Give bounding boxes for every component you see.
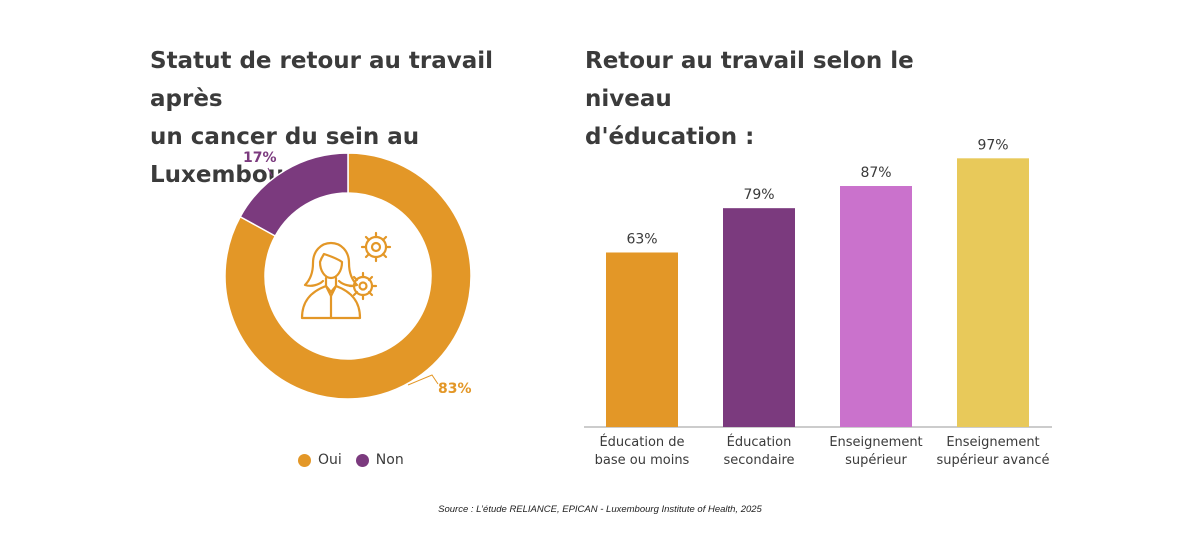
source-note: Source : L’étude RELIANCE, EPICAN - Luxe… [438, 504, 762, 515]
category-line: supérieur [845, 453, 907, 468]
bar-2 [723, 208, 795, 427]
legend-swatch-non [355, 453, 369, 467]
bar-category-label: Enseignement supérieur avancé [928, 434, 1058, 470]
bar-value-label: 87% [860, 165, 891, 181]
bar-chart-title: Retour au travail selon le niveau d'éduc… [585, 42, 1005, 156]
legend-item-oui: Oui [298, 452, 342, 468]
bar-value-label: 97% [977, 137, 1008, 153]
donut-value-label: 83% [438, 381, 472, 397]
category-line: secondaire [723, 453, 795, 468]
bar-value-label: 79% [743, 187, 774, 203]
donut-value-label: 17% [243, 150, 277, 166]
category-line: Éducation de [599, 435, 685, 450]
legend-item-non: Non [355, 452, 404, 468]
legend-label-oui: Oui [318, 452, 342, 468]
bar-category-label: Éducation secondaire [694, 434, 824, 470]
donut-slice-non [239, 152, 349, 238]
donut-slice-oui [224, 152, 472, 400]
person-gears-icon [300, 231, 392, 320]
bar-value-label: 63% [626, 231, 657, 247]
bar-4 [957, 158, 1029, 427]
bar-title-line2: d'éducation : [585, 124, 755, 150]
donut-leader-line [407, 374, 439, 386]
donut-title-line1: Statut de retour au travail après [150, 48, 494, 112]
legend-swatch-oui [298, 453, 311, 467]
donut-leader-line [267, 167, 273, 177]
bar-title-line1: Retour au travail selon le niveau [585, 48, 914, 112]
bar-category-label: Enseignement supérieur [811, 434, 941, 470]
category-line: Enseignement [829, 435, 923, 450]
category-line: base ou moins [594, 453, 690, 468]
category-line: Enseignement [946, 435, 1040, 450]
bar-category-label: Éducation de base ou moins [577, 434, 707, 470]
bar-3 [840, 186, 912, 427]
bar-1 [606, 252, 678, 427]
category-line: Éducation [726, 435, 792, 450]
legend-label-non: Non [375, 452, 404, 468]
category-line: supérieur avancé [936, 453, 1050, 468]
donut-legend: Oui Non [298, 452, 404, 468]
